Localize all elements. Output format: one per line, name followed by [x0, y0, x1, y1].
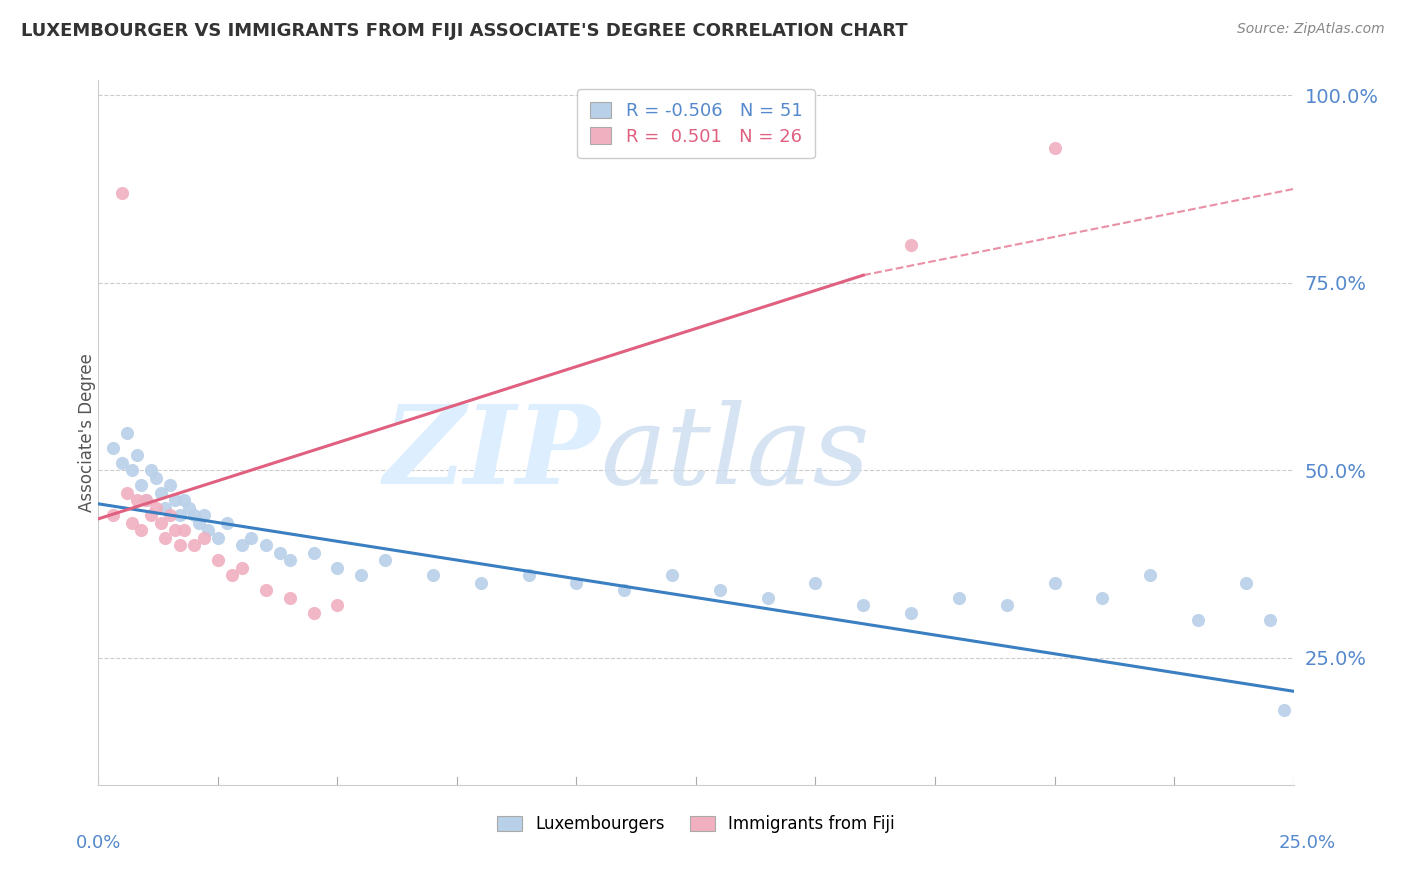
Point [207, 553, 229, 567]
Point [187, 516, 209, 530]
Point [948, 591, 970, 605]
Point [139, 508, 162, 522]
Point [169, 508, 191, 522]
Point [278, 591, 301, 605]
Point [1234, 575, 1257, 590]
Point [326, 560, 349, 574]
Point [1043, 575, 1066, 590]
Point [125, 448, 148, 462]
Point [115, 425, 138, 440]
Point [1043, 141, 1066, 155]
Point [159, 508, 181, 522]
Text: LUXEMBOURGER VS IMMIGRANTS FROM FIJI ASSOCIATE'S DEGREE CORRELATION CHART: LUXEMBOURGER VS IMMIGRANTS FROM FIJI ASS… [21, 22, 908, 40]
Point [197, 523, 219, 537]
Point [517, 568, 540, 582]
Point [139, 463, 162, 477]
Point [470, 575, 492, 590]
Point [145, 500, 167, 515]
Point [661, 568, 683, 582]
Point [149, 516, 172, 530]
Point [852, 598, 875, 612]
Point [756, 591, 779, 605]
Point [900, 238, 922, 252]
Point [101, 508, 124, 522]
Point [121, 516, 143, 530]
Point [193, 508, 215, 522]
Point [173, 493, 195, 508]
Point [422, 568, 444, 582]
Point [254, 582, 277, 597]
Text: Source: ZipAtlas.com: Source: ZipAtlas.com [1237, 22, 1385, 37]
Point [111, 186, 134, 200]
Point [995, 598, 1018, 612]
Point [278, 553, 301, 567]
Point [115, 485, 138, 500]
Point [159, 478, 181, 492]
Point [207, 531, 229, 545]
Point [231, 538, 253, 552]
Point [125, 493, 148, 508]
Point [350, 568, 373, 582]
Point [804, 575, 827, 590]
Point [121, 463, 143, 477]
Point [149, 485, 172, 500]
Point [135, 493, 157, 508]
Point [221, 568, 243, 582]
Point [613, 582, 636, 597]
Point [135, 493, 157, 508]
Legend: Luxembourgers, Immigrants from Fiji: Luxembourgers, Immigrants from Fiji [491, 809, 901, 840]
Point [169, 538, 191, 552]
Point [254, 538, 277, 552]
Point [269, 545, 291, 559]
Point [163, 523, 186, 537]
Point [183, 508, 205, 522]
Point [1272, 703, 1295, 717]
Point [900, 606, 922, 620]
Point [101, 441, 124, 455]
Point [374, 553, 396, 567]
Point [131, 523, 153, 537]
Point [565, 575, 588, 590]
Y-axis label: Associate's Degree: Associate's Degree [79, 353, 96, 512]
Point [193, 531, 215, 545]
Point [1187, 613, 1209, 627]
Point [111, 456, 134, 470]
Text: ZIP: ZIP [384, 400, 600, 508]
Point [145, 470, 167, 484]
Point [183, 538, 205, 552]
Point [155, 531, 177, 545]
Point [302, 545, 325, 559]
Point [326, 598, 349, 612]
Point [302, 606, 325, 620]
Text: atlas: atlas [600, 400, 870, 508]
Point [231, 560, 253, 574]
Point [709, 582, 731, 597]
Point [131, 478, 153, 492]
Text: 0.0%: 0.0% [76, 834, 121, 852]
Point [163, 493, 186, 508]
Point [217, 516, 239, 530]
Text: 25.0%: 25.0% [1279, 834, 1336, 852]
Point [179, 500, 201, 515]
Point [1258, 613, 1281, 627]
Point [173, 523, 195, 537]
Point [240, 531, 263, 545]
Point [1139, 568, 1161, 582]
Point [1091, 591, 1114, 605]
Point [155, 500, 177, 515]
